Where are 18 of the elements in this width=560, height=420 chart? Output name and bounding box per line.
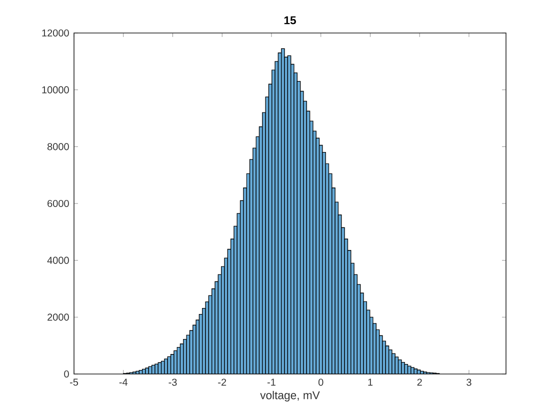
x-tick-label: 2 [417,378,422,386]
x-tick-label: 1 [368,378,373,386]
x-tick-label: -4 [119,378,128,386]
chart-title: 15 [284,16,296,24]
y-tick-label: 6000 [48,200,69,208]
x-tick-label: -1 [267,378,276,386]
y-tick-label: 8000 [47,143,69,150]
x-axis-title: voltage, mV [260,390,320,402]
y-tick-label: 12000 [42,29,69,37]
x-tick-label: 3 [466,378,472,386]
y-tick-label: 4000 [47,256,69,264]
x-tick-label: -3 [168,378,177,386]
y-tick-label: 10000 [42,86,69,94]
x-tick-label: -5 [70,378,78,386]
x-tick-label: 0 [318,378,324,386]
x-tick-label: -2 [218,378,226,386]
y-tick-label: 0 [64,370,69,378]
y-tick-label: 2000 [48,314,69,321]
